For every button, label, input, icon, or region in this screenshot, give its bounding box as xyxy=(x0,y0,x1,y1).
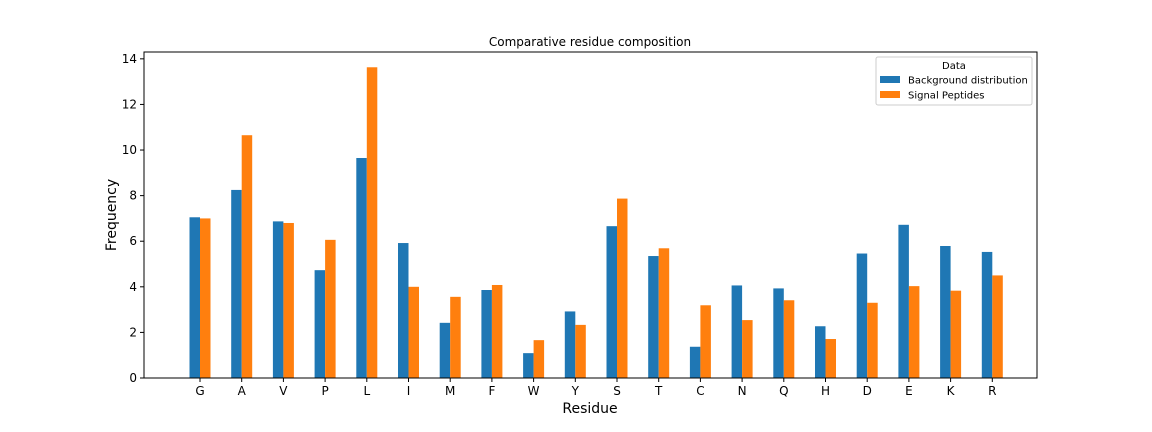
bar-signal-W xyxy=(533,340,545,378)
bar-background-L xyxy=(356,158,367,378)
x-tick-label: T xyxy=(654,384,663,398)
bar-signal-F xyxy=(491,284,503,378)
x-tick-label: C xyxy=(696,384,704,398)
y-tick-label: 0 xyxy=(129,371,137,385)
y-tick-label: 2 xyxy=(129,325,137,339)
bar-signal-P xyxy=(325,239,336,378)
bar-signal-E xyxy=(908,286,920,378)
bar-signal-D xyxy=(867,302,878,378)
legend-entry: Background distribution xyxy=(908,76,1028,87)
bar-signal-T xyxy=(658,248,670,378)
y-tick-label: 4 xyxy=(129,280,137,294)
legend-entry: Signal Peptides xyxy=(908,91,984,102)
bar-background-N xyxy=(731,285,743,378)
bar-signal-Y xyxy=(575,324,586,378)
y-tick-label: 12 xyxy=(122,97,137,111)
chart-title: Comparative residue composition xyxy=(489,35,691,49)
bar-background-G xyxy=(189,217,200,378)
bar-background-R xyxy=(981,251,993,378)
bar-background-E xyxy=(898,224,909,378)
x-tick-label: P xyxy=(321,384,328,398)
x-tick-label: N xyxy=(738,384,747,398)
bar-background-V xyxy=(272,221,284,378)
x-tick-label: E xyxy=(905,384,913,398)
bar-signal-V xyxy=(283,222,294,378)
x-tick-label: F xyxy=(488,384,495,398)
y-axis-label: Frequency xyxy=(104,179,120,251)
bar-background-K xyxy=(940,246,951,378)
x-tick-label: K xyxy=(947,384,956,398)
bar-background-H xyxy=(815,326,826,378)
bar-background-A xyxy=(231,189,242,378)
x-tick-label: H xyxy=(821,384,830,398)
x-tick-label: L xyxy=(363,384,370,398)
x-tick-label: D xyxy=(863,384,872,398)
bar-signal-N xyxy=(742,320,753,378)
y-axis: 0 2 4 6 8 10 12 14 xyxy=(122,52,144,385)
x-tick-label: M xyxy=(445,384,455,398)
bars-group xyxy=(189,67,1003,379)
x-axis-label: Residue xyxy=(562,401,617,417)
y-tick-label: 8 xyxy=(129,189,137,203)
legend-title: Data xyxy=(942,61,966,72)
legend-box xyxy=(875,56,1033,106)
bar-background-Q xyxy=(773,288,784,378)
x-tick-label: W xyxy=(528,384,540,398)
bar-signal-C xyxy=(700,305,711,378)
bar-signal-G xyxy=(200,218,211,378)
bar-signal-K xyxy=(950,290,962,378)
bar-signal-I xyxy=(408,286,419,378)
bar-signal-R xyxy=(992,275,1003,378)
x-tick-label: G xyxy=(195,384,204,398)
x-tick-label: A xyxy=(238,384,247,398)
y-tick-label: 10 xyxy=(122,143,137,157)
bar-signal-Q xyxy=(783,300,795,378)
legend-swatch xyxy=(880,76,900,83)
x-tick-label: R xyxy=(988,384,996,398)
bar-signal-H xyxy=(825,339,836,378)
legend-swatch xyxy=(880,91,900,98)
y-tick-label: 14 xyxy=(122,52,137,66)
x-tick-label: Y xyxy=(571,384,580,398)
bar-background-W xyxy=(523,353,534,378)
x-tick-label: S xyxy=(613,384,621,398)
bar-background-D xyxy=(856,253,868,378)
bar-background-I xyxy=(398,243,409,378)
bar-background-S xyxy=(606,226,617,378)
x-tick-label: V xyxy=(279,384,288,398)
bar-background-F xyxy=(481,290,492,378)
bar-signal-M xyxy=(450,296,461,378)
bar-signal-L xyxy=(366,67,378,379)
bar-background-M xyxy=(439,322,451,378)
bar-background-Y xyxy=(564,311,576,378)
bar-signal-S xyxy=(617,198,628,378)
bar-background-P xyxy=(314,270,326,378)
x-tick-label: Q xyxy=(779,384,788,398)
y-tick-label: 6 xyxy=(129,234,137,248)
plot-frame xyxy=(143,51,1038,379)
bar-signal-A xyxy=(241,135,253,378)
bar-background-C xyxy=(689,346,701,378)
legend: Data Background distribution Signal Peptid… xyxy=(875,56,1033,106)
bar-background-T xyxy=(648,256,659,378)
x-tick-label: I xyxy=(407,384,411,398)
